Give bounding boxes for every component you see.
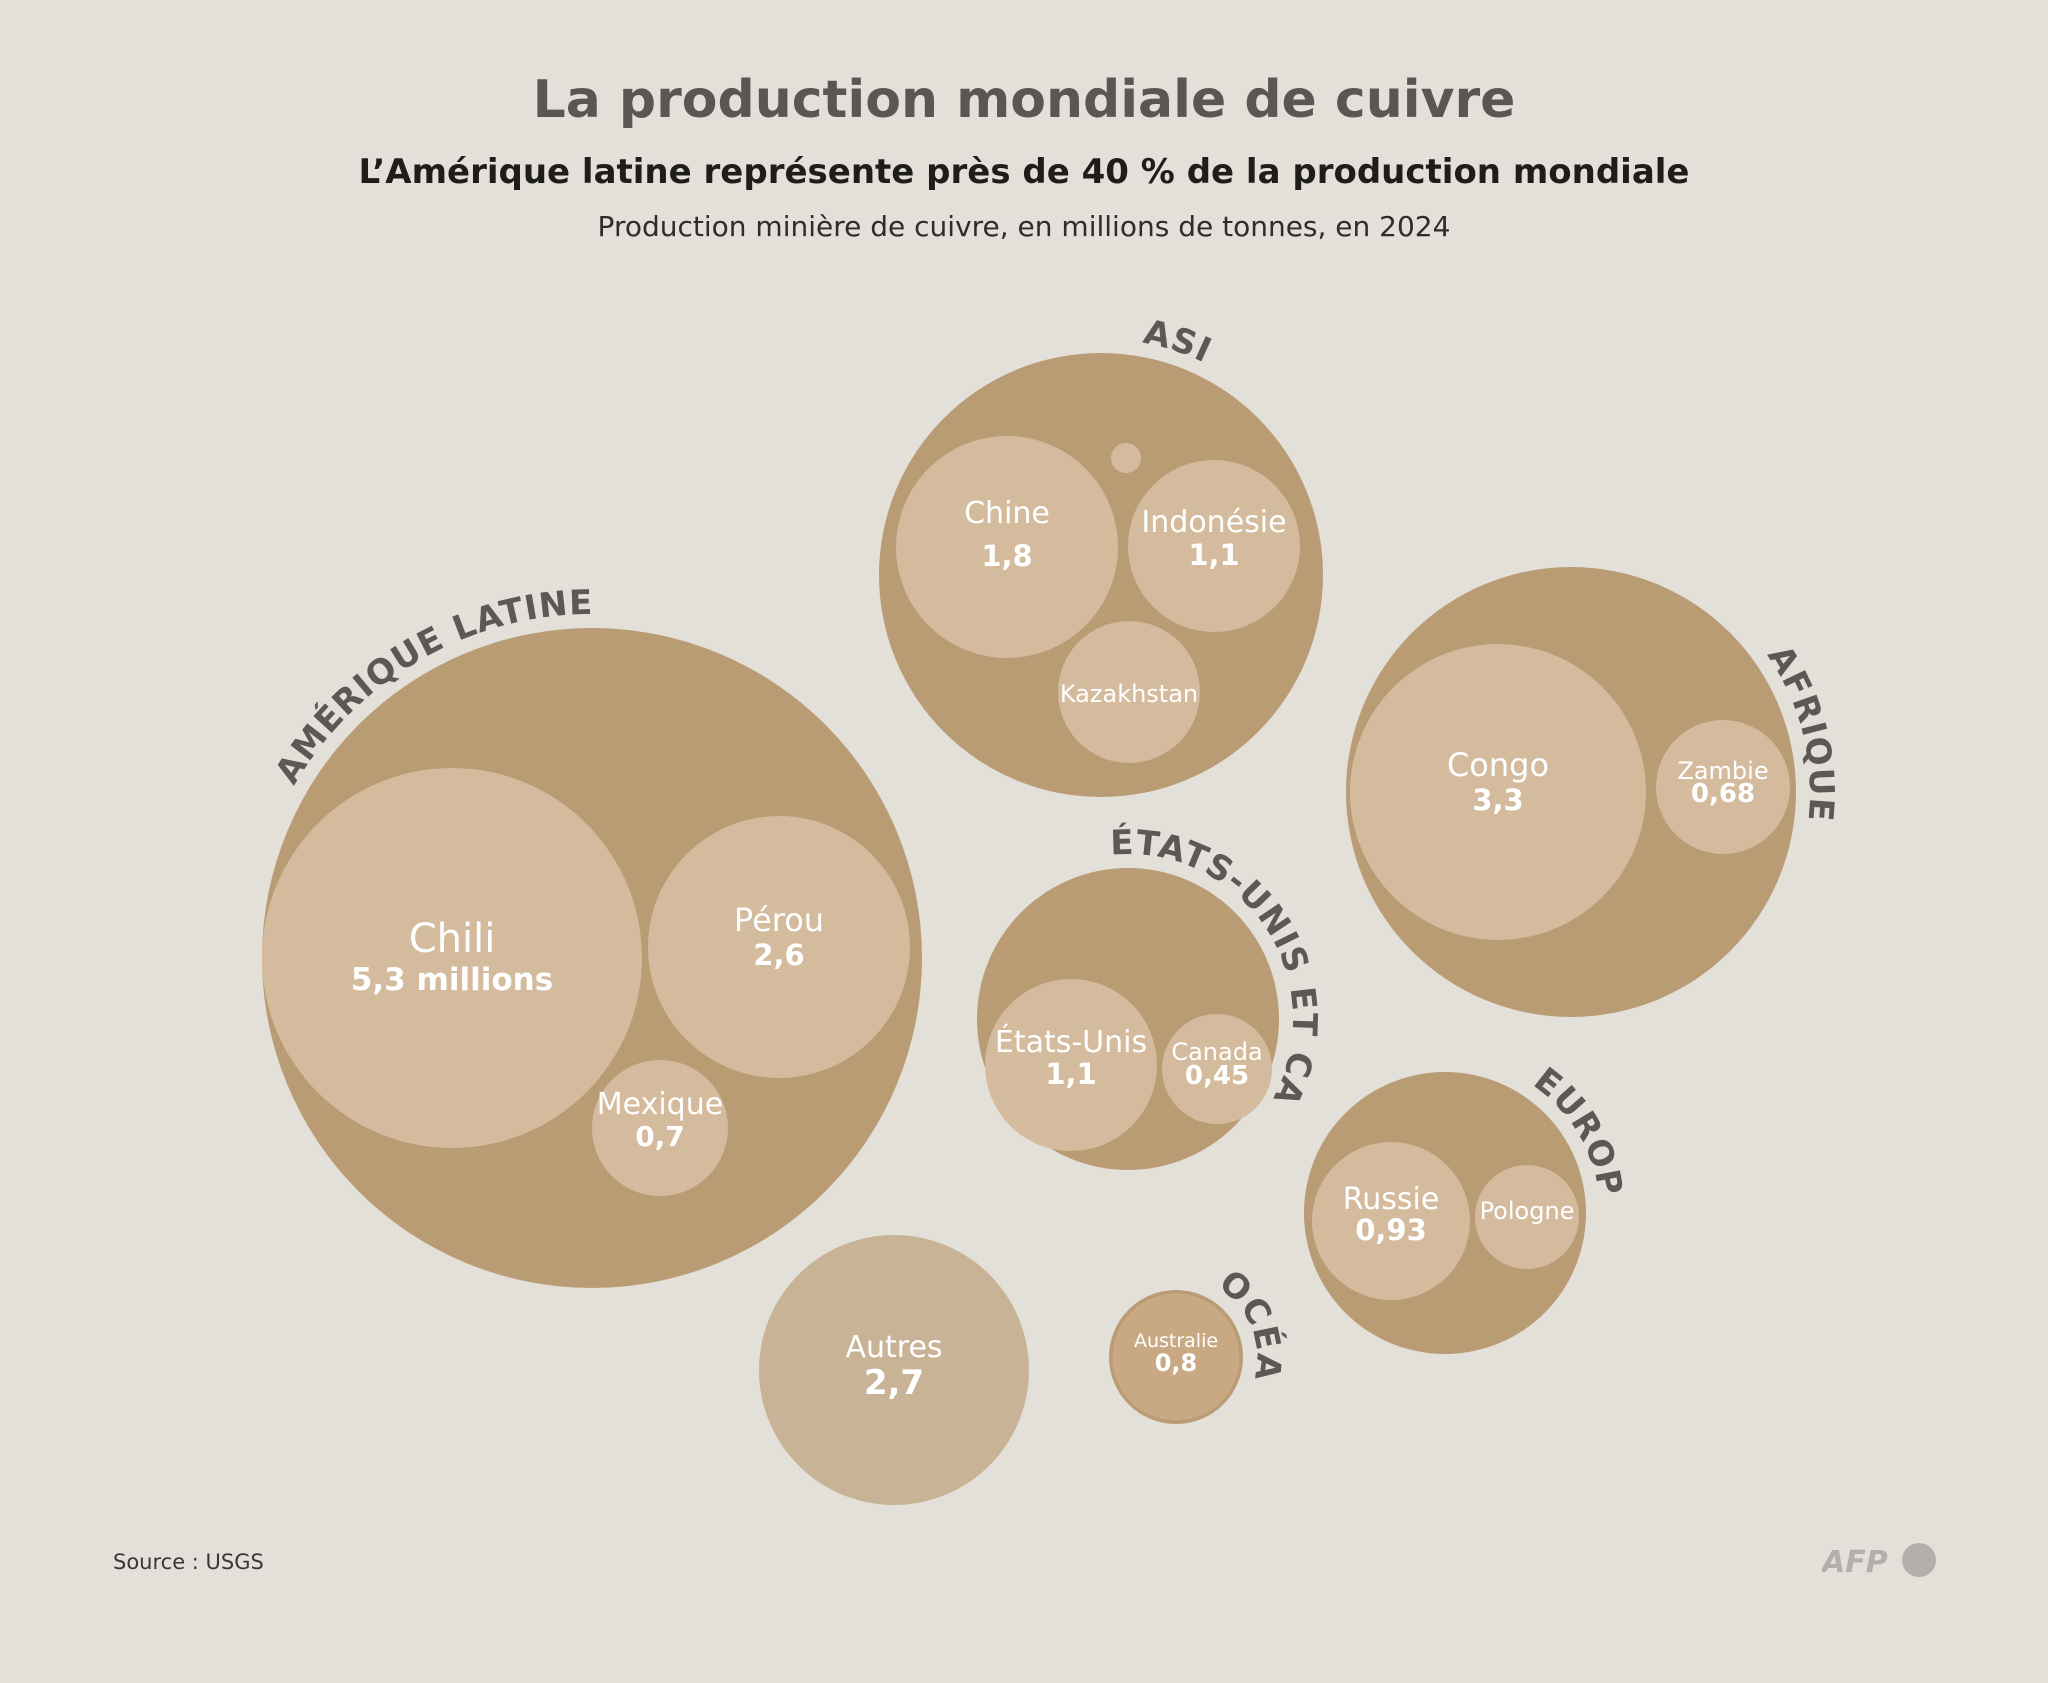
country-value-australie: 0,8 (1155, 1349, 1198, 1377)
region-label-asie: ASIE (0, 0, 1218, 371)
country-name-perou: Pérou (734, 901, 824, 939)
source-note: Source : USGS (113, 1550, 264, 1574)
country-bubble-russie (1312, 1142, 1470, 1300)
country-bubble-unnamed (1111, 443, 1141, 473)
chart-title: La production mondiale de cuivre (532, 70, 1516, 130)
country-name-mexique: Mexique (597, 1087, 723, 1122)
country-name-autres: Autres (845, 1330, 942, 1365)
country-name-etats-unis: États-Unis (995, 1024, 1147, 1060)
country-bubble-australie (1109, 1290, 1243, 1424)
country-value-mexique: 0,7 (635, 1120, 685, 1153)
afp-logo-text: AFP (1822, 1545, 1888, 1578)
afp-logo-dot (1902, 1543, 1936, 1577)
country-bubble-pologne (1475, 1165, 1579, 1269)
country-name-australie: Australie (1134, 1330, 1218, 1352)
country-name-chili: Chili (409, 916, 496, 962)
country-bubble-perou (648, 816, 910, 1078)
chart-subtitle: L’Amérique latine représente près de 40 … (358, 152, 1690, 192)
country-bubble-indonesie (1128, 460, 1300, 632)
country-value-indonesie: 1,1 (1188, 538, 1239, 572)
country-bubble-chine (896, 436, 1118, 658)
country-bubble-canada (1162, 1014, 1272, 1124)
chart-description: Production minière de cuivre, en million… (597, 210, 1451, 243)
country-name-congo: Congo (1447, 746, 1549, 784)
country-value-perou: 2,6 (753, 938, 804, 972)
country-value-etats-unis: 1,1 (1045, 1057, 1096, 1091)
country-name-canada: Canada (1171, 1038, 1262, 1066)
country-name-chine: Chine (964, 496, 1050, 531)
country-name-indonesie: Indonésie (1141, 505, 1286, 540)
country-name-pologne: Pologne (1480, 1197, 1575, 1225)
afp-logo: AFP (1822, 1543, 1936, 1578)
country-bubble-kazakhstan (1058, 621, 1200, 763)
country-name-russie: Russie (1343, 1182, 1440, 1217)
country-bubble-zambie (1656, 720, 1790, 854)
country-bubble-mexique (592, 1060, 728, 1196)
country-bubble-autres (759, 1235, 1029, 1505)
country-value-chili: 5,3 millions (351, 962, 553, 998)
country-value-russie: 0,93 (1355, 1213, 1427, 1247)
country-bubble-chili (262, 768, 642, 1148)
country-value-autres: 2,7 (864, 1363, 924, 1403)
country-value-canada: 0,45 (1185, 1061, 1249, 1091)
country-name-zambie: Zambie (1677, 757, 1768, 785)
country-value-zambie: 0,68 (1691, 779, 1755, 809)
country-value-congo: 3,3 (1472, 783, 1523, 817)
country-bubble-congo (1350, 644, 1646, 940)
country-value-chine: 1,8 (981, 539, 1032, 573)
country-bubble-etats-unis (985, 979, 1157, 1151)
country-name-kazakhstan: Kazakhstan (1060, 680, 1198, 708)
